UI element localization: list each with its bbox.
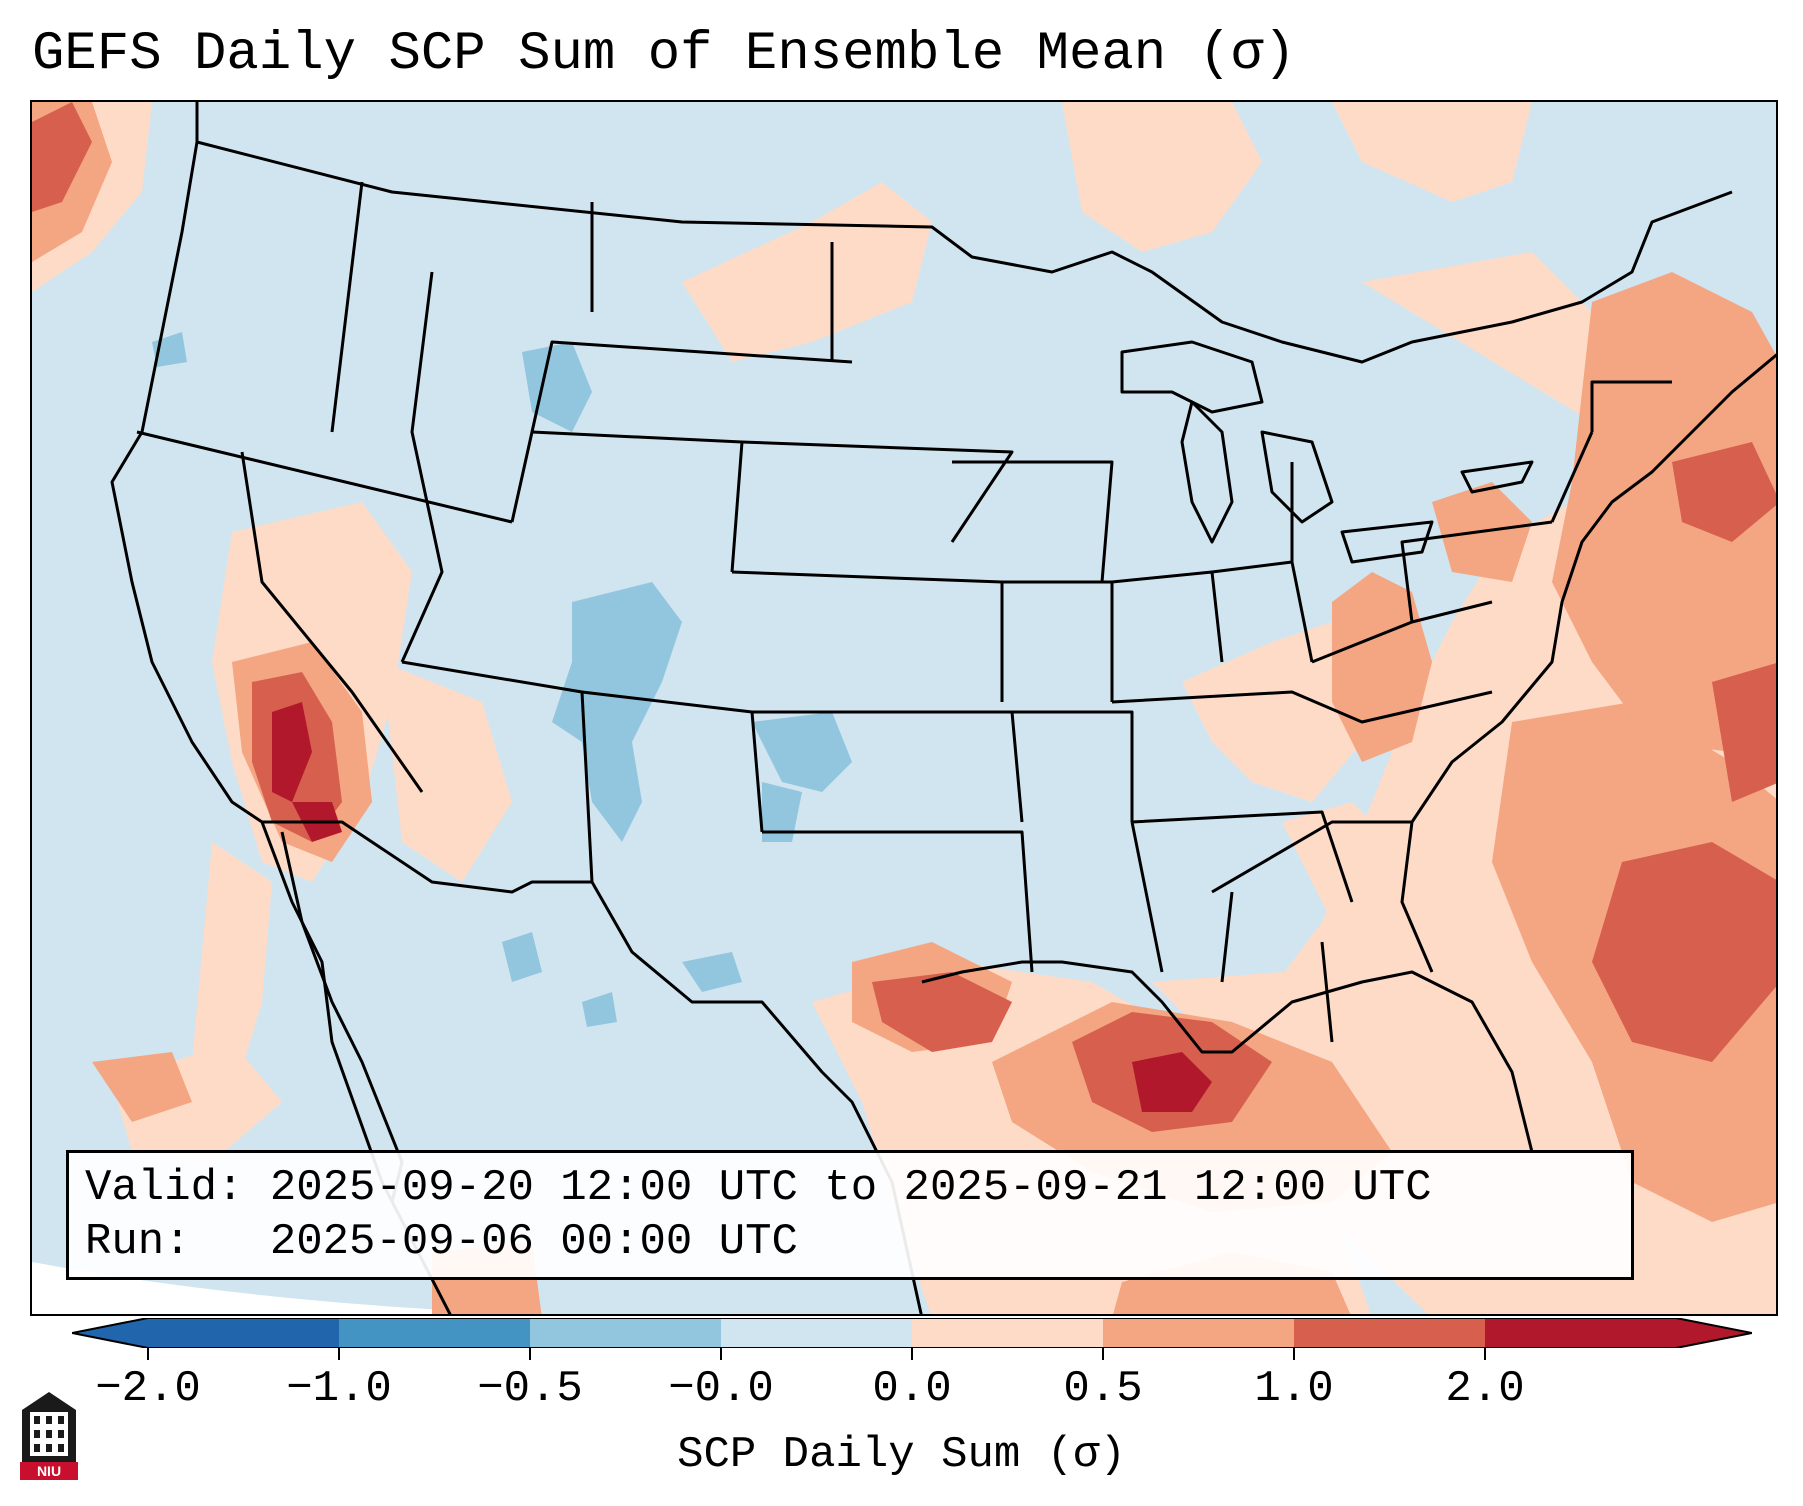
colorbar-tick-mark [1293, 1348, 1295, 1360]
anomaly-extreme-positive [272, 702, 1212, 1112]
colorbar-tick-label: −0.0 [668, 1364, 774, 1414]
colorbar-tick-mark [147, 1348, 149, 1360]
colorbar-tick-mark [1102, 1348, 1104, 1360]
colorbar-under-arrow [72, 1318, 148, 1348]
valid-run-info-box: Valid: 2025-09-20 12:00 UTC to 2025-09-2… [66, 1150, 1634, 1280]
map-svg [32, 102, 1776, 1314]
niu-logo: NIU [20, 1392, 78, 1480]
run-time-text: Run: 2025-09-06 00:00 UTC [85, 1217, 798, 1267]
projection-edge [32, 1262, 526, 1314]
colorbar-tick-label: −2.0 [95, 1364, 201, 1414]
colorbar-tick-mark [529, 1348, 531, 1360]
colorbar-segment [339, 1318, 531, 1348]
colorbar-tick-mark [1484, 1348, 1486, 1360]
colorbar-segment [530, 1318, 722, 1348]
valid-time-text: Valid: 2025-09-20 12:00 UTC to 2025-09-2… [85, 1163, 1432, 1213]
map-panel [30, 100, 1778, 1316]
colorbar-segment [1103, 1318, 1295, 1348]
colorbar-tick-label: 2.0 [1445, 1364, 1525, 1414]
colorbar-tick-label: 1.0 [1254, 1364, 1334, 1414]
colorbar-tick-label: −0.5 [477, 1364, 583, 1414]
colorbar-over-arrow [1676, 1318, 1752, 1348]
colorbar-segment [912, 1318, 1104, 1348]
colorbar-tick-mark [911, 1348, 913, 1360]
colorbar-tick-label: 0.5 [1063, 1364, 1143, 1414]
colorbar-tick-label: 0.0 [872, 1364, 952, 1414]
colorbar-tick-mark [720, 1348, 722, 1360]
colorbar-label: SCP Daily Sum (σ) [677, 1430, 1126, 1480]
colorbar-tick-label: −1.0 [286, 1364, 392, 1414]
chart-title: GEFS Daily SCP Sum of Ensemble Mean (σ) [32, 24, 1296, 85]
colorbar [72, 1318, 1752, 1348]
colorbar-tick-mark [338, 1348, 340, 1360]
colorbar-segments [148, 1318, 1677, 1348]
anomaly-negative [152, 332, 852, 1027]
logo-text: NIU [37, 1463, 61, 1479]
anomaly-strong-positive [32, 102, 1776, 1132]
colorbar-segment [721, 1318, 913, 1348]
colorbar-segment [148, 1318, 340, 1348]
colorbar-segment [1485, 1318, 1677, 1348]
colorbar-segment [1294, 1318, 1486, 1348]
